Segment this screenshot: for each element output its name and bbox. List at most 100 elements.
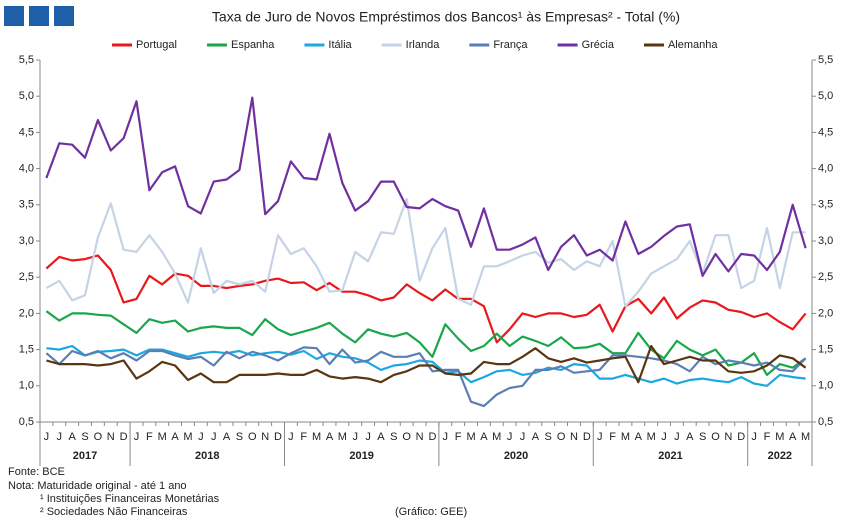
x-tick-label: M bbox=[158, 431, 167, 443]
legend-label: Grécia bbox=[582, 39, 615, 51]
x-tick-label: A bbox=[68, 431, 76, 443]
series-line bbox=[45, 346, 807, 408]
y2-tick-label: 3,0 bbox=[818, 235, 833, 247]
footnote: ² Sociedades Não Financeiras bbox=[40, 506, 188, 518]
x-tick-label: A bbox=[171, 431, 179, 443]
y2-tick-label: 1,5 bbox=[818, 344, 833, 356]
credit: (Gráfico: GEE) bbox=[395, 506, 467, 518]
x-tick-label: D bbox=[120, 431, 128, 443]
x-tick-label: M bbox=[338, 431, 347, 443]
x-tick-label: S bbox=[81, 431, 88, 443]
y-tick-label: 5,5 bbox=[19, 54, 34, 66]
x-tick-label: A bbox=[326, 431, 334, 443]
x-tick-label: S bbox=[545, 431, 552, 443]
legend-label: Alemanha bbox=[668, 39, 718, 51]
source: Fonte: BCE bbox=[8, 466, 65, 478]
x-tick-label: N bbox=[107, 431, 115, 443]
legend-label: Irlanda bbox=[406, 39, 441, 51]
logo-block bbox=[54, 6, 74, 26]
x-tick-label: J bbox=[134, 431, 140, 443]
y2-tick-label: 4,0 bbox=[818, 163, 833, 175]
x-tick-label: O bbox=[711, 431, 720, 443]
y-tick-label: 5,0 bbox=[19, 90, 34, 102]
x-tick-label: M bbox=[647, 431, 656, 443]
x-tick-label: M bbox=[621, 431, 630, 443]
series-line bbox=[46, 344, 807, 384]
x-tick-label: M bbox=[492, 431, 501, 443]
y2-tick-label: 2,5 bbox=[818, 271, 833, 283]
x-tick-label: A bbox=[635, 431, 643, 443]
y-tick-label: 2,0 bbox=[19, 307, 34, 319]
logo-block bbox=[29, 6, 49, 26]
x-tick-label: J bbox=[520, 431, 526, 443]
x-tick-label: N bbox=[570, 431, 578, 443]
series-line bbox=[45, 96, 807, 277]
x-tick-label: N bbox=[416, 431, 424, 443]
x-tick-label: F bbox=[455, 431, 462, 443]
x-tick-label: D bbox=[737, 431, 745, 443]
y-tick-label: 3,5 bbox=[19, 199, 34, 211]
x-tick-label: O bbox=[557, 431, 566, 443]
x-tick-label: F bbox=[764, 431, 771, 443]
x-tick-label: S bbox=[390, 431, 397, 443]
series-line bbox=[45, 197, 806, 308]
x-tick-label: F bbox=[146, 431, 153, 443]
year-label: 2020 bbox=[504, 450, 528, 462]
x-tick-label: M bbox=[312, 431, 321, 443]
x-tick-label: O bbox=[402, 431, 411, 443]
x-tick-label: J bbox=[288, 431, 294, 443]
y2-tick-label: 2,0 bbox=[818, 307, 833, 319]
footnote: ¹ Instituições Financeiras Monetárias bbox=[40, 493, 220, 505]
y-tick-label: 0,5 bbox=[19, 416, 34, 428]
x-tick-label: S bbox=[236, 431, 243, 443]
y2-tick-label: 4,5 bbox=[818, 126, 833, 138]
y2-tick-label: 5,5 bbox=[818, 54, 833, 66]
series-line bbox=[45, 310, 807, 376]
x-tick-label: A bbox=[377, 431, 385, 443]
x-tick-label: J bbox=[443, 431, 449, 443]
x-tick-label: N bbox=[724, 431, 732, 443]
y-tick-label: 2,5 bbox=[19, 271, 34, 283]
x-tick-label: J bbox=[198, 431, 204, 443]
x-tick-label: F bbox=[300, 431, 307, 443]
x-tick-label: J bbox=[352, 431, 358, 443]
x-tick-label: A bbox=[532, 431, 540, 443]
x-tick-label: O bbox=[248, 431, 257, 443]
year-label: 2019 bbox=[349, 450, 373, 462]
x-tick-label: J bbox=[507, 431, 513, 443]
legend-label: Espanha bbox=[231, 39, 275, 51]
x-tick-label: M bbox=[466, 431, 475, 443]
legend-label: Itália bbox=[328, 39, 352, 51]
year-label: 2018 bbox=[195, 450, 219, 462]
y-tick-label: 3,0 bbox=[19, 235, 34, 247]
x-tick-label: J bbox=[597, 431, 603, 443]
x-tick-label: D bbox=[274, 431, 282, 443]
legend-label: França bbox=[493, 39, 528, 51]
y-tick-label: 4,0 bbox=[19, 163, 34, 175]
legend-label: Portugal bbox=[136, 39, 177, 51]
y2-tick-label: 5,0 bbox=[818, 90, 833, 102]
x-tick-label: A bbox=[480, 431, 488, 443]
y2-tick-label: 1,0 bbox=[818, 380, 833, 392]
x-tick-label: J bbox=[751, 431, 757, 443]
y2-tick-label: 0,5 bbox=[818, 416, 833, 428]
x-tick-label: J bbox=[44, 431, 50, 443]
x-tick-label: N bbox=[261, 431, 269, 443]
chart-title: Taxa de Juro de Novos Empréstimos dos Ba… bbox=[212, 9, 680, 25]
x-tick-label: J bbox=[661, 431, 667, 443]
x-tick-label: J bbox=[211, 431, 217, 443]
y2-tick-label: 3,5 bbox=[818, 199, 833, 211]
y-tick-label: 1,5 bbox=[19, 344, 34, 356]
x-tick-label: A bbox=[789, 431, 797, 443]
y-tick-label: 1,0 bbox=[19, 380, 34, 392]
x-tick-label: J bbox=[57, 431, 63, 443]
x-tick-label: D bbox=[428, 431, 436, 443]
note: Nota: Maturidade original - até 1 ano bbox=[8, 480, 187, 492]
x-tick-label: M bbox=[183, 431, 192, 443]
series-line bbox=[45, 254, 807, 344]
logo-block bbox=[4, 6, 24, 26]
year-label: 2022 bbox=[768, 450, 792, 462]
y-tick-label: 4,5 bbox=[19, 126, 34, 138]
x-tick-label: A bbox=[686, 431, 694, 443]
